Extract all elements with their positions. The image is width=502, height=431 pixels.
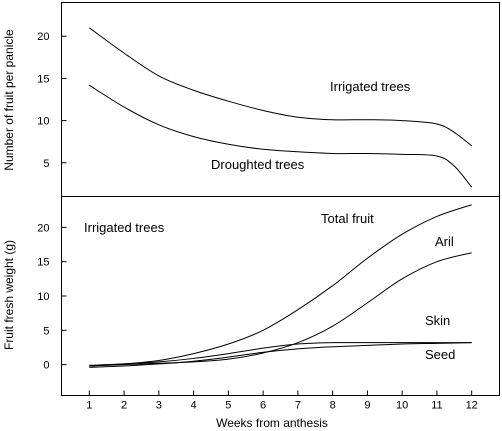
x-tick-label-6: 6 <box>260 400 266 412</box>
label-top-droughted-trees: Droughted trees <box>211 157 305 172</box>
x-tick-label-4: 4 <box>191 400 197 412</box>
chart-frame <box>61 2 500 396</box>
x-tick-label-5: 5 <box>225 400 231 412</box>
panel1-y-tick-label-5: 5 <box>43 158 49 170</box>
panel2-y-tick-label-15: 15 <box>37 257 49 269</box>
panel2-y-tick-label-5: 5 <box>43 325 49 337</box>
x-tick-label-9: 9 <box>364 400 370 412</box>
x-tick-label-7: 7 <box>295 400 301 412</box>
series-line-irrigated-trees-panel1 <box>89 27 472 147</box>
panel2-y-tick-label-0: 0 <box>43 360 49 372</box>
x-tick-label-3: 3 <box>156 400 162 412</box>
label-total-fruit: Total fruit <box>321 211 374 226</box>
x-tick-label-1: 1 <box>86 400 92 412</box>
series-line-seed-panel2 <box>89 342 472 368</box>
x-tick-label-10: 10 <box>396 400 408 412</box>
x-tick-label-2: 2 <box>121 400 127 412</box>
x-tick-label-8: 8 <box>330 400 336 412</box>
series-line-total-fruit-panel2 <box>89 204 472 367</box>
series-line-aril-panel2 <box>89 252 472 367</box>
panel2-y-tick-label-20: 20 <box>37 222 49 234</box>
label-aril: Aril <box>435 234 454 249</box>
label-top-irrigated-trees: Irrigated trees <box>330 79 411 94</box>
top-y-axis-label: Number of fruit per panicle <box>2 29 16 171</box>
x-tick-label-11: 11 <box>431 400 442 412</box>
label-bottom-irrigated-trees: Irrigated trees <box>84 220 165 235</box>
x-axis-label: Weeks from anthesis <box>216 416 328 430</box>
panel2-y-tick-label-10: 10 <box>37 291 49 303</box>
label-skin: Skin <box>425 313 450 328</box>
series-line-droughted-trees-panel1 <box>89 84 473 188</box>
panel1-y-tick-label-15: 15 <box>37 73 49 85</box>
bottom-y-axis-label: Fruit fresh weight (g) <box>2 240 16 350</box>
label-seed: Seed <box>425 347 455 362</box>
series-line-skin-panel2 <box>89 342 472 366</box>
panel1-y-tick-label-10: 10 <box>37 116 49 128</box>
x-tick-label-12: 12 <box>466 400 478 412</box>
panel1-y-tick-label-20: 20 <box>37 31 49 43</box>
